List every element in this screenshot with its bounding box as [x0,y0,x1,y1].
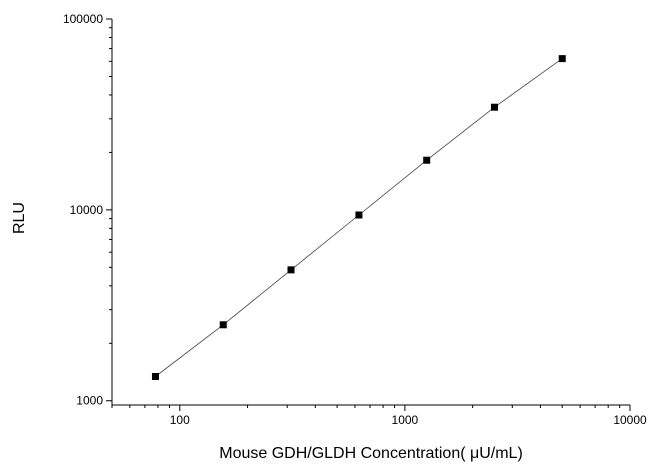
x-tick-label: 100 [170,413,190,427]
data-point [355,211,363,219]
data-point [151,372,159,380]
y-axis-title: RLU [11,202,28,234]
data-point [219,321,227,329]
data-points [151,55,566,380]
data-point [490,103,498,111]
x-tick-label: 1000 [392,413,419,427]
data-point [558,55,566,63]
y-tick-label: 1000 [76,394,103,408]
ticks [106,18,631,411]
data-point [287,266,295,274]
x-tick-label: 10000 [613,413,647,427]
axes [111,19,630,406]
y-tick-label: 10000 [70,203,104,217]
x-axis-title: Mouse GDH/GLDH Concentration( μU/mL) [219,445,523,462]
data-point [423,156,431,164]
y-tick-label: 100000 [63,12,103,26]
tick-labels: 100 1000 10000 1000 10000 100000 [63,12,647,427]
